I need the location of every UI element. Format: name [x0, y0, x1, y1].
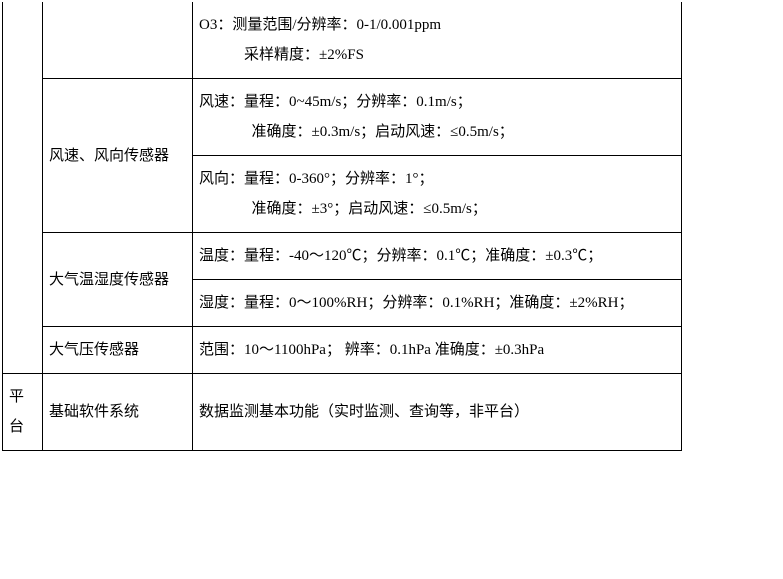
spec-cell: O3：测量范围/分辨率：0-1/0.001ppm 采样精度：±2%FS [193, 2, 682, 79]
spec-cell: 范围：10～1100hPa； 辨率：0.1hPa 准确度：±0.3hPa [193, 327, 682, 374]
table-row: 大气温湿度传感器 温度：量程：-40～120℃；分辨率：0.1℃；准确度：±0.… [3, 233, 682, 280]
sensor-cell: 大气压传感器 [43, 327, 193, 374]
category-cell-empty [3, 2, 43, 374]
sensor-cell-empty [43, 2, 193, 79]
spec-line: 风速：量程：0~45m/s；分辨率：0.1m/s； [199, 87, 675, 117]
spec-line: 采样精度：±2%FS [199, 40, 675, 70]
table-row: 平台 基础软件系统 数据监测基本功能（实时监测、查询等，非平台） [3, 374, 682, 451]
spec-table: O3：测量范围/分辨率：0-1/0.001ppm 采样精度：±2%FS 风速、风… [2, 2, 682, 451]
sensor-cell: 大气温湿度传感器 [43, 233, 193, 327]
spec-cell: 数据监测基本功能（实时监测、查询等，非平台） [193, 374, 682, 451]
spec-line: 准确度：±0.3m/s；启动风速：≤0.5m/s； [199, 117, 675, 147]
spec-line: 准确度：±3°；启动风速：≤0.5m/s； [199, 194, 675, 224]
spec-line: 风向：量程：0-360°；分辨率：1°； [199, 164, 675, 194]
table-row: 大气压传感器 范围：10～1100hPa； 辨率：0.1hPa 准确度：±0.3… [3, 327, 682, 374]
sensor-cell: 风速、风向传感器 [43, 79, 193, 233]
table-row: 风速、风向传感器 风速：量程：0~45m/s；分辨率：0.1m/s； 准确度：±… [3, 79, 682, 156]
category-cell: 平台 [3, 374, 43, 451]
spec-line: O3：测量范围/分辨率：0-1/0.001ppm [199, 10, 675, 40]
spec-cell: 风向：量程：0-360°；分辨率：1°； 准确度：±3°；启动风速：≤0.5m/… [193, 156, 682, 233]
sensor-cell: 基础软件系统 [43, 374, 193, 451]
table-row: O3：测量范围/分辨率：0-1/0.001ppm 采样精度：±2%FS [3, 2, 682, 79]
spec-cell: 风速：量程：0~45m/s；分辨率：0.1m/s； 准确度：±0.3m/s；启动… [193, 79, 682, 156]
spec-cell: 温度：量程：-40～120℃；分辨率：0.1℃；准确度：±0.3℃； [193, 233, 682, 280]
spec-cell: 湿度：量程：0～100%RH；分辨率：0.1%RH；准确度：±2%RH； [193, 280, 682, 327]
